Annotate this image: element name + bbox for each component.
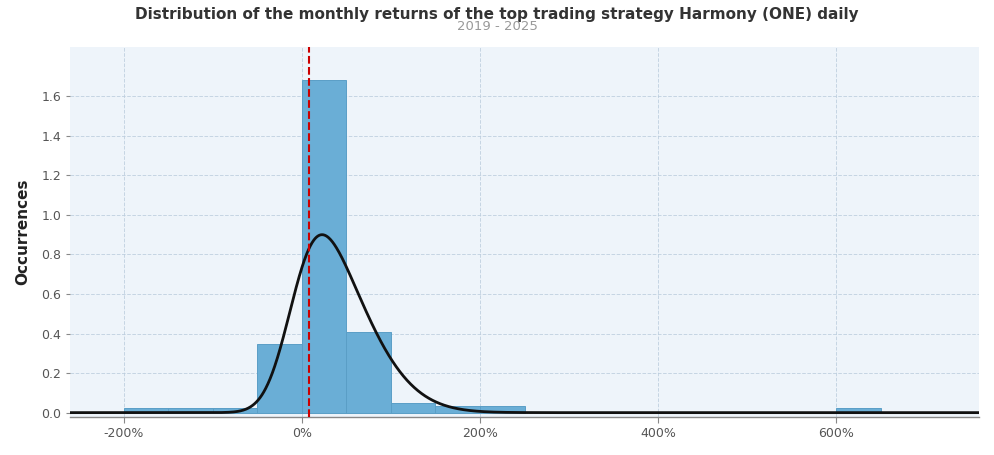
Bar (346, 332, 391, 413)
Bar (480, 406, 525, 413)
Bar (391, 403, 435, 413)
Bar (213, 408, 257, 413)
Text: Distribution of the monthly returns of the top trading strategy Harmony (ONE) da: Distribution of the monthly returns of t… (135, 7, 859, 22)
Bar (123, 408, 168, 413)
Bar (836, 408, 881, 413)
Bar (168, 408, 213, 413)
Bar (257, 344, 302, 413)
Bar (435, 406, 480, 413)
Bar (302, 81, 346, 413)
Y-axis label: Occurrences: Occurrences (15, 178, 30, 285)
Text: 2019 - 2025: 2019 - 2025 (456, 20, 538, 34)
